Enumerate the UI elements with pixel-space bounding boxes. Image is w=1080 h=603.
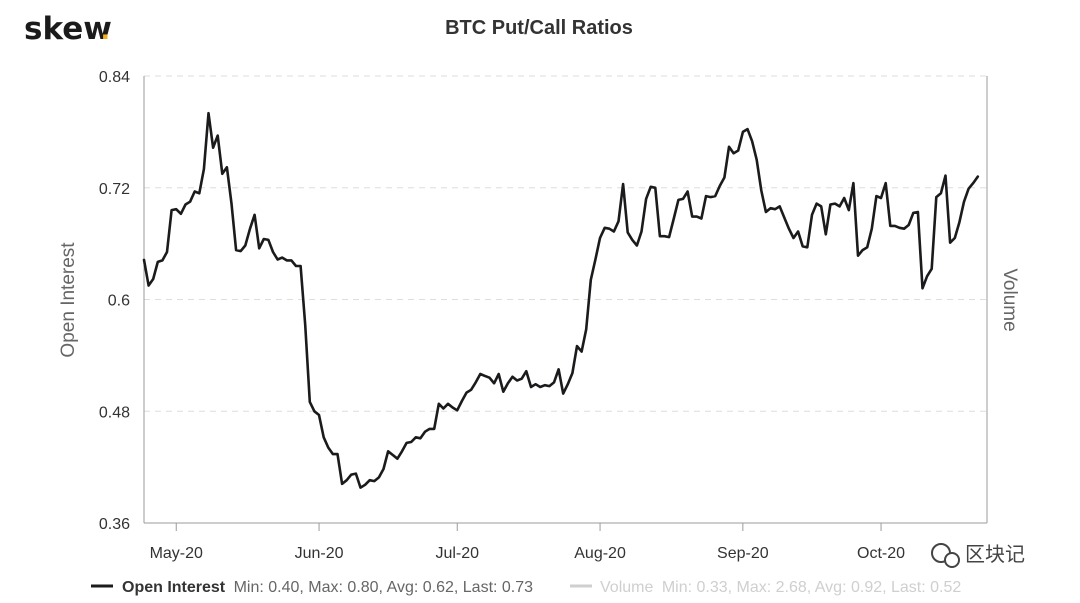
x-tick-label: Jul-20 bbox=[435, 545, 479, 562]
watermark: 区块记 bbox=[931, 543, 1025, 568]
y2-axis-title: Volume bbox=[999, 268, 1020, 331]
y-tick-label: 0.72 bbox=[99, 181, 130, 198]
legend-item-volume[interactable]: Volume Min: 0.33, Max: 2.68, Avg: 0.92, … bbox=[570, 579, 961, 596]
x-tick-label: Aug-20 bbox=[574, 545, 626, 562]
series-layer bbox=[142, 111, 980, 489]
y-tick-label: 0.84 bbox=[99, 69, 130, 86]
wechat-icon-bubble bbox=[944, 552, 960, 568]
x-tick-label: Jun-20 bbox=[295, 545, 344, 562]
brand-dot: . bbox=[101, 11, 110, 46]
legend-stats-volume: Min: 0.33, Max: 2.68, Avg: 0.92, Last: 0… bbox=[662, 579, 962, 596]
legend-name-open-interest: Open Interest bbox=[122, 579, 226, 596]
x-tick-labels: May-20 Jun-20 Jul-20 Aug-20 Sep-20 Oct-20 bbox=[150, 523, 905, 562]
legend-stats-open-interest: Min: 0.40, Max: 0.80, Avg: 0.62, Last: 0… bbox=[234, 579, 534, 596]
brand-name: skew bbox=[24, 11, 112, 47]
gridlines bbox=[144, 75, 987, 412]
y-tick-label: 0.6 bbox=[108, 293, 130, 310]
legend-item-open-interest[interactable]: Open Interest Min: 0.40, Max: 0.80, Avg:… bbox=[91, 579, 533, 596]
svg-text:Volume Min: 0.33, Max:: Volume Min: 0.33, Max: 2.68, Avg: 0.92, … bbox=[600, 579, 961, 596]
chart-title: BTC Put/Call Ratios bbox=[445, 17, 633, 39]
x-tick-label: May-20 bbox=[150, 545, 203, 562]
legend-name-volume: Volume bbox=[600, 579, 653, 596]
y-axis-title: Open Interest bbox=[58, 242, 79, 358]
y-tick-label: 0.36 bbox=[99, 516, 130, 533]
watermark-text: 区块记 bbox=[965, 543, 1025, 566]
y-tick-label: 0.48 bbox=[99, 404, 130, 421]
svg-text:Open Interest Min: 0.4: Open Interest Min: 0.40, Max: 0.80, Avg:… bbox=[122, 579, 533, 596]
brand-logo: skew . bbox=[24, 11, 112, 47]
series-line-open-interest[interactable] bbox=[142, 111, 980, 489]
y-tick-labels: 0.84 0.72 0.6 0.48 0.36 bbox=[99, 69, 130, 533]
x-tick-label: Sep-20 bbox=[717, 545, 769, 562]
legend: Open Interest Min: 0.40, Max: 0.80, Avg:… bbox=[91, 579, 961, 596]
x-tick-label: Oct-20 bbox=[857, 545, 905, 562]
axes bbox=[143, 76, 988, 524]
